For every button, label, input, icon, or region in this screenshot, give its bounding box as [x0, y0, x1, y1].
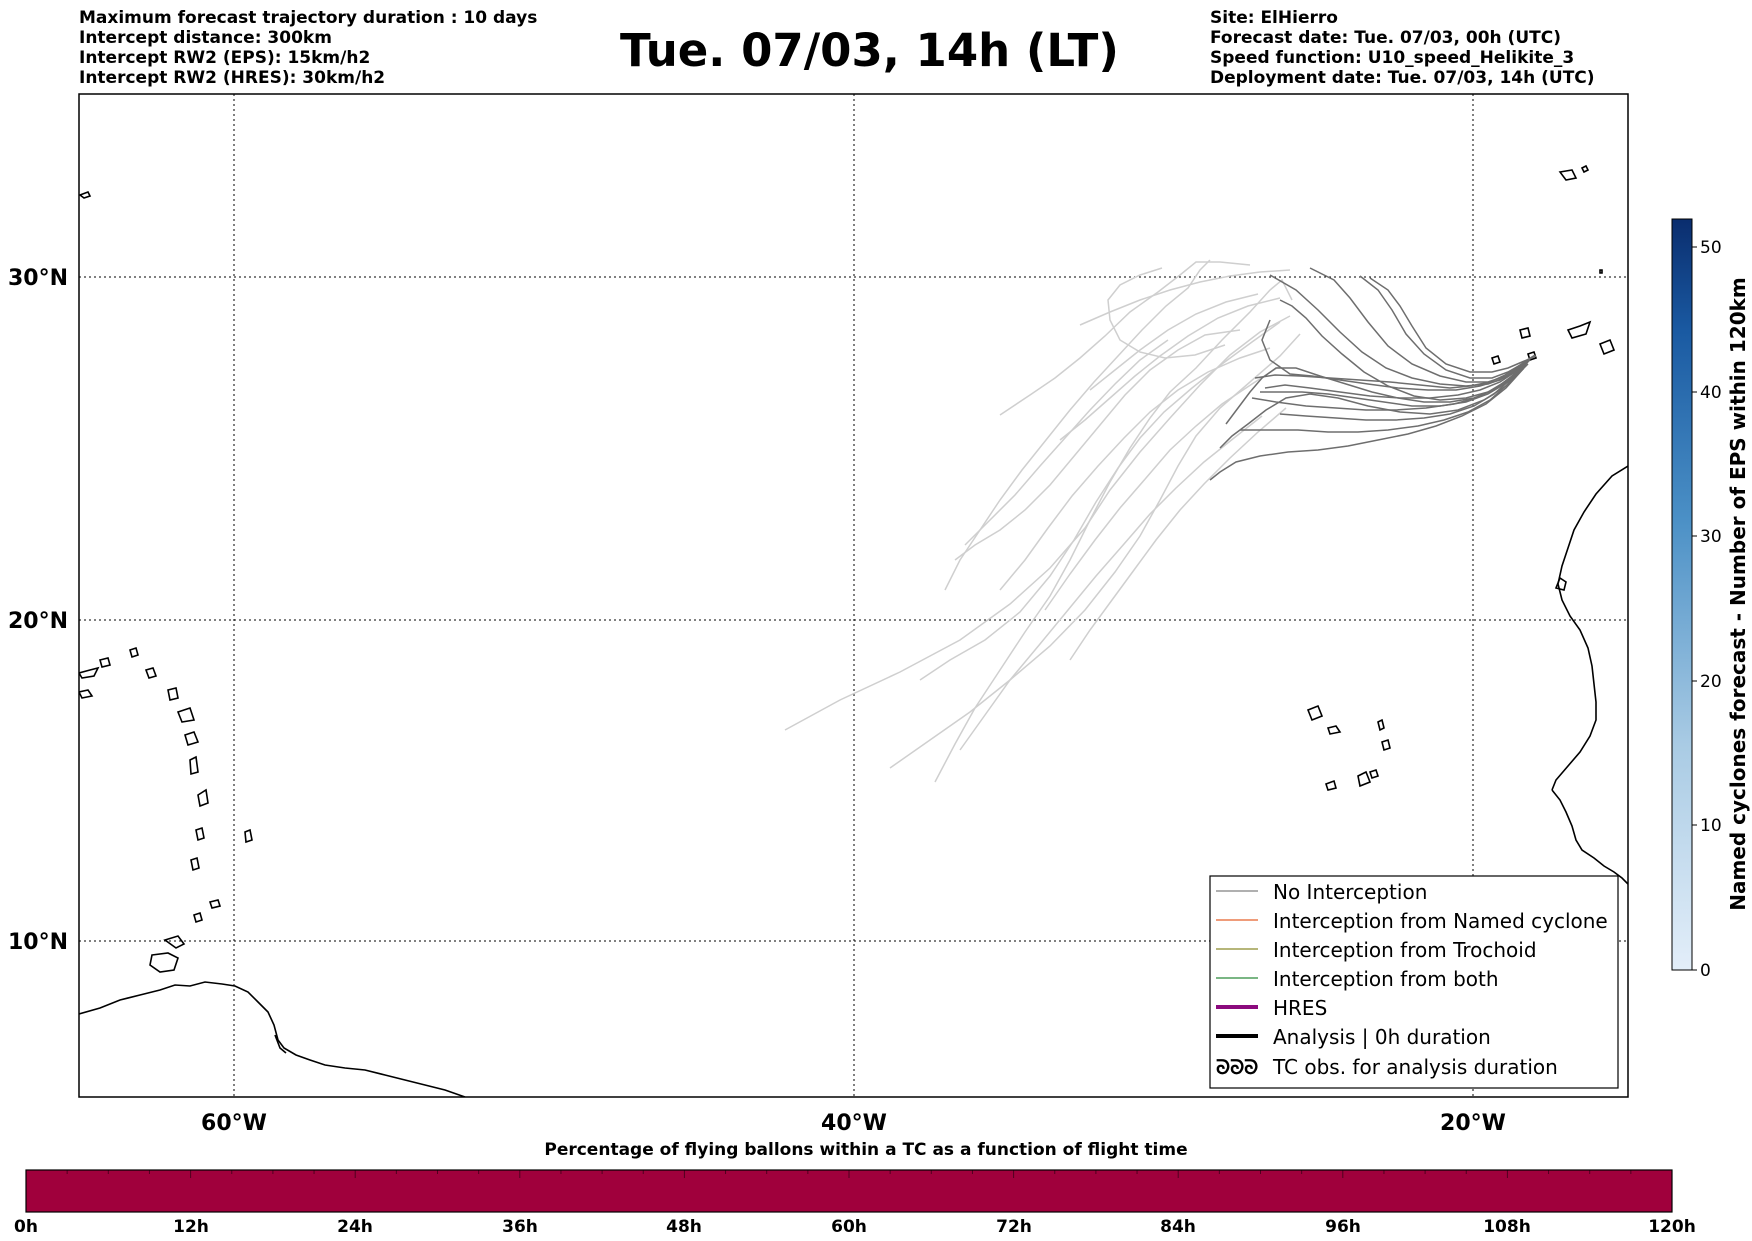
lon-label-40w: 40°W — [821, 1111, 887, 1136]
flight-time-bar: Percentage of flying ballons within a TC… — [14, 1140, 1696, 1237]
forecast-date: Forecast date: Tue. 07/03, 00h (UTC) — [1210, 28, 1561, 48]
param-max-duration: Maximum forecast trajectory duration : 1… — [79, 8, 538, 28]
legend-label-hres: HRES — [1273, 996, 1327, 1020]
legend-label-both: Interception from both — [1273, 967, 1499, 991]
site-name: Site: ElHierro — [1210, 8, 1338, 28]
legend-label-named-cyclone: Interception from Named cyclone — [1273, 909, 1608, 933]
colorbar-tick-30: 30 — [1700, 527, 1722, 547]
run-parameters: Maximum forecast trajectory duration : 1… — [79, 8, 537, 88]
legend-label-analysis: Analysis | 0h duration — [1273, 1025, 1491, 1049]
timebar-tick-12h: 12h — [173, 1217, 209, 1237]
timebar-tick-24h: 24h — [337, 1217, 373, 1237]
param-rw2-hres: Intercept RW2 (HRES): 30km/h2 — [79, 68, 386, 88]
site-info: Site: ElHierro Forecast date: Tue. 07/03… — [1210, 8, 1595, 88]
legend-box — [1209, 875, 1619, 1089]
colorbar-tick-50: 50 — [1700, 238, 1722, 258]
coastlines — [79, 164, 1628, 1097]
eps-trajectories-far — [784, 259, 1301, 783]
legend-label-trochoid: Interception from Trochoid — [1273, 938, 1537, 962]
param-rw2-eps: Intercept RW2 (EPS): 15km/h2 — [79, 48, 371, 68]
colorbar-tick-20: 20 — [1700, 672, 1722, 692]
timebar-tick-48h: 48h — [666, 1217, 702, 1237]
timebar-tick-60h: 60h — [831, 1217, 867, 1237]
timebar-tick-84h: 84h — [1160, 1217, 1196, 1237]
cyclone-colorbar: 0 10 20 30 40 50 Named cyclones forecast… — [1671, 218, 1750, 981]
legend-label-no-interception: No Interception — [1273, 880, 1427, 904]
speed-function: Speed function: U10_speed_Helikite_3 — [1210, 48, 1575, 68]
legend: No Interception Interception from Named … — [1209, 875, 1619, 1089]
colorbar-tick-40: 40 — [1700, 383, 1722, 403]
timebar-tick-120h: 120h — [1648, 1217, 1696, 1237]
timebar-tick-72h: 72h — [996, 1217, 1032, 1237]
lon-label-60w: 60°W — [201, 1111, 267, 1136]
timebar-tick-96h: 96h — [1325, 1217, 1361, 1237]
timebar-tick-0h: 0h — [14, 1217, 38, 1237]
timebar-tick-108h: 108h — [1483, 1217, 1531, 1237]
timebar-tick-36h: 36h — [502, 1217, 538, 1237]
lat-label-30n: 30°N — [8, 266, 68, 291]
lat-label-10n: 10°N — [8, 930, 68, 955]
lon-label-20w: 20°W — [1440, 1111, 1506, 1136]
colorbar-title: Named cyclones forecast - Number of EPS … — [1726, 277, 1750, 911]
eps-trajectories-near — [1209, 267, 1537, 481]
timebar-title: Percentage of flying ballons within a TC… — [544, 1140, 1187, 1160]
param-intercept-distance: Intercept distance: 300km — [79, 28, 332, 48]
colorbar-tick-10: 10 — [1700, 816, 1722, 836]
legend-label-tc-obs: TC obs. for analysis duration — [1272, 1055, 1558, 1079]
lat-label-20n: 20°N — [8, 609, 68, 634]
tc-obs-symbol-icon: ᘐᘐᘐ — [1216, 1055, 1258, 1079]
page-title: Tue. 07/03, 14h (LT) — [620, 24, 1119, 77]
deployment-date: Deployment date: Tue. 07/03, 14h (UTC) — [1210, 68, 1595, 88]
colorbar-tick-0: 0 — [1700, 961, 1711, 981]
colorbar-gradient — [1671, 218, 1693, 971]
